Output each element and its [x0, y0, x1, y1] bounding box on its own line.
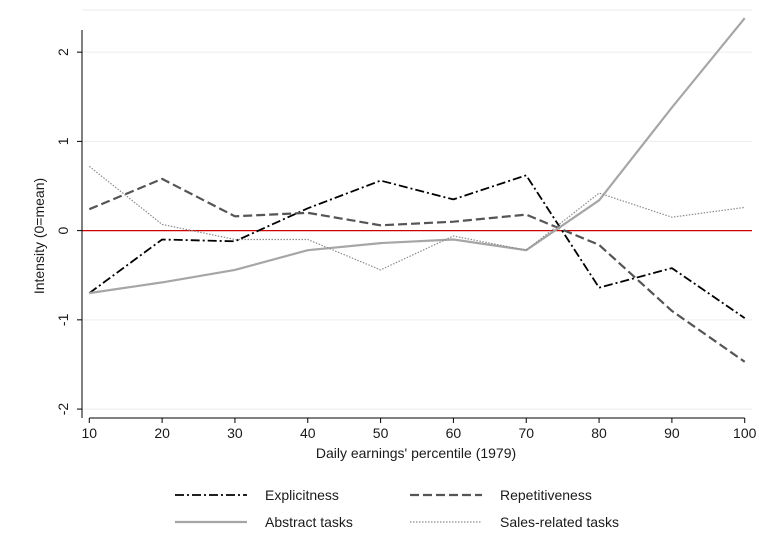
y-tick-label: -1	[55, 313, 71, 326]
series-line-repetitiveness	[88, 177, 746, 363]
legend-label: Sales-related tasks	[500, 514, 619, 530]
y-tick-label: 0	[55, 227, 71, 235]
x-tick-label: 60	[446, 425, 462, 441]
y-tick-label: 1	[55, 137, 71, 145]
x-tick-label: 50	[373, 425, 389, 441]
series-line-sales-related-tasks	[88, 165, 745, 271]
legend-label: Abstract tasks	[265, 514, 353, 530]
x-tick-label: 80	[591, 425, 607, 441]
x-tick-label: 100	[733, 425, 757, 441]
series-lines	[88, 17, 746, 363]
x-tick-label: 70	[518, 425, 534, 441]
y-tick-label: -2	[55, 403, 71, 416]
x-axis-title: Daily earnings' percentile (1979)	[316, 445, 516, 461]
axes: -2 -1 0 1 2 10 20 30 40 50 60 70 80 90 100	[55, 30, 757, 441]
series-line-abstract-tasks	[89, 17, 746, 295]
y-tick-label: 2	[55, 48, 71, 56]
x-tick-label: 40	[300, 425, 316, 441]
series-line-explicitness	[88, 174, 746, 319]
y-axis-title: Intensity (0=mean)	[31, 178, 47, 294]
x-tick-label: 10	[81, 425, 97, 441]
x-tick-label: 30	[227, 425, 243, 441]
legend-label: Explicitness	[265, 487, 339, 503]
gridlines	[82, 9, 752, 410]
legend-label: Repetitiveness	[500, 487, 592, 503]
x-tick-label: 20	[154, 425, 170, 441]
x-tick-label: 90	[664, 425, 680, 441]
legend: Explicitness Repetitiveness Abstract tasks…	[175, 487, 619, 530]
